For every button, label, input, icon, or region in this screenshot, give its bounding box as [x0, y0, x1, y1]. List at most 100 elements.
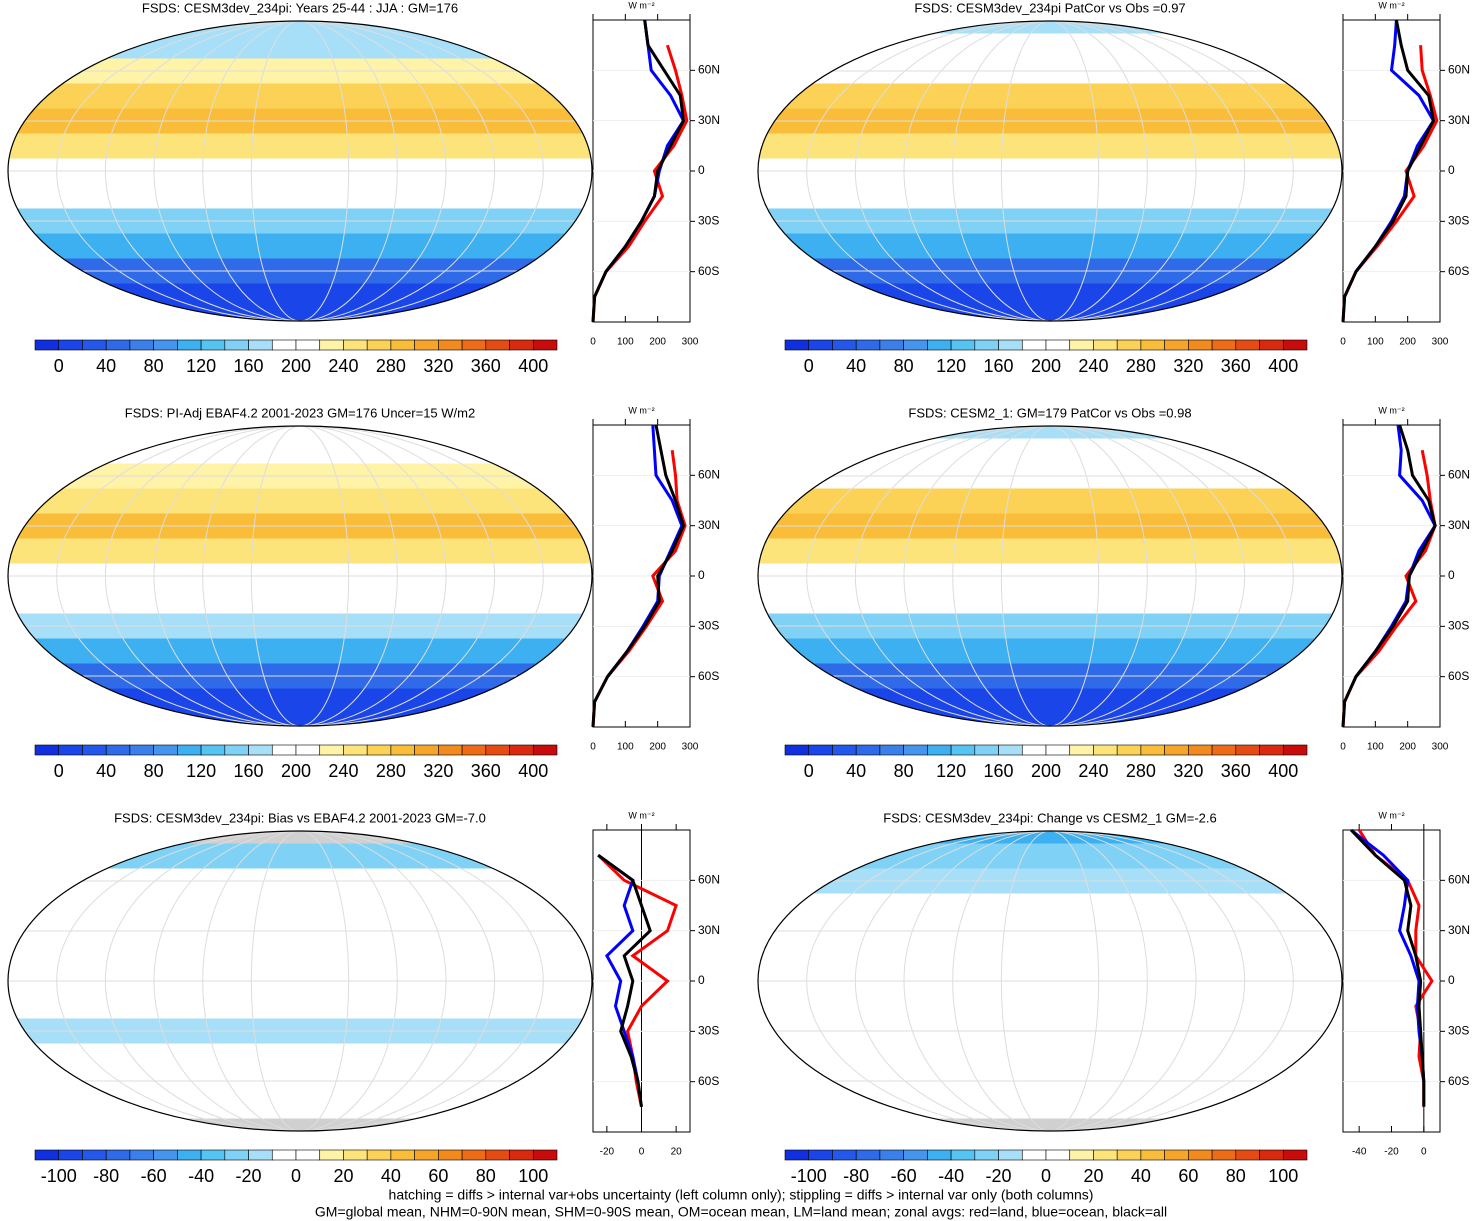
- panel-title: FSDS: CESM3dev_234pi: Change vs CESM2_1 …: [883, 810, 1216, 825]
- colorbar-label: 0: [291, 1166, 301, 1186]
- colorbar-box: [248, 744, 273, 756]
- zonal-line: [591, 424, 686, 728]
- y-tick-label: 60S: [698, 669, 719, 683]
- colorbar-box: [1045, 339, 1071, 351]
- colorbar-box: [1069, 1149, 1094, 1161]
- panel-title: FSDS: CESM3dev_234pi: Bias vs EBAF4.2 20…: [114, 810, 486, 825]
- colorbar-box: [58, 339, 83, 351]
- x-tick-label: 100: [1367, 337, 1384, 348]
- x-tick-label: 200: [1399, 337, 1416, 348]
- y-tick-label: 30N: [698, 923, 720, 937]
- graticule: [854, 21, 1246, 321]
- map-band: [758, 33, 1342, 59]
- y-tick-label: 0: [1448, 973, 1455, 987]
- colorbar-box: [532, 339, 558, 351]
- colorbar-label: 320: [423, 356, 453, 376]
- colorbar-label: 280: [1126, 356, 1156, 376]
- colorbar-label: 320: [1173, 356, 1203, 376]
- colorbar-box: [1021, 339, 1047, 351]
- y-tick-label: 30S: [698, 214, 719, 228]
- colorbar-box: [485, 744, 510, 756]
- map-band: [8, 993, 592, 1019]
- colorbar-box: [974, 744, 999, 756]
- colorbar-box: [153, 339, 178, 351]
- map-band: [758, 283, 1342, 309]
- map-band: [758, 638, 1342, 664]
- panel-title: FSDS: CESM3dev_234pi PatCor vs Obs =0.97: [914, 0, 1185, 15]
- colorbar-box: [903, 339, 928, 351]
- y-tick-label: 0: [1448, 163, 1455, 177]
- colorbar-box: [1235, 744, 1260, 756]
- colorbar-box: [224, 744, 249, 756]
- colorbar-box: [438, 744, 463, 756]
- map-band: [758, 1043, 1342, 1069]
- colorbar-box: [879, 744, 904, 756]
- graticule: [854, 831, 1246, 1131]
- colorbar-box: [998, 339, 1023, 351]
- colorbar-label: -80: [93, 1166, 119, 1186]
- zonal-line: [591, 44, 689, 323]
- map-band: [8, 588, 592, 614]
- colorbar-box: [998, 744, 1023, 756]
- colorbar-box: [1021, 1149, 1047, 1161]
- y-tick-label: 30S: [698, 1024, 719, 1038]
- map-band: [8, 283, 592, 309]
- colorbar-box: [1211, 339, 1237, 351]
- colorbar-box: [1282, 339, 1308, 351]
- colorbar-label: 100: [1268, 1166, 1298, 1186]
- colorbar-box: [784, 744, 810, 756]
- colorbar-label: 280: [376, 356, 406, 376]
- x-tick-label: 100: [1367, 742, 1384, 753]
- zonal-units: W m⁻²: [1378, 0, 1404, 10]
- colorbar-label: 80: [144, 356, 164, 376]
- map-band: [8, 688, 592, 714]
- colorbar-label: 80: [1226, 1166, 1246, 1186]
- panel-title: FSDS: CESM3dev_234pi: Years 25-44 : JJA …: [142, 0, 458, 15]
- x-tick-label: 0: [639, 1147, 645, 1158]
- colorbar-box: [200, 339, 226, 351]
- colorbar-box: [1235, 1149, 1260, 1161]
- x-tick-label: 100: [617, 742, 634, 753]
- zonal-line: [1341, 19, 1436, 323]
- colorbar-box: [177, 744, 202, 756]
- colorbar-box: [1045, 1149, 1071, 1161]
- colorbar-label: 400: [518, 356, 548, 376]
- zonal-line: [1350, 828, 1426, 1082]
- x-tick-label: 200: [649, 337, 666, 348]
- colorbar-box: [34, 339, 60, 351]
- map-band: [8, 843, 592, 869]
- map-band: [758, 943, 1342, 969]
- y-tick-label: 60N: [698, 873, 720, 887]
- map-outline: [757, 425, 1343, 727]
- graticule: [56, 831, 544, 1131]
- map-band: [8, 83, 592, 109]
- colorbar-box: [1069, 744, 1094, 756]
- map-band: [758, 438, 1342, 464]
- colorbar-box: [950, 744, 976, 756]
- graticule: [56, 21, 544, 321]
- colorbar-box: [1164, 339, 1189, 351]
- y-tick-label: 0: [698, 973, 705, 987]
- colorbar-box: [784, 339, 810, 351]
- map-outline: [7, 20, 593, 322]
- colorbar-box: [1116, 744, 1142, 756]
- colorbar-box: [438, 339, 463, 351]
- x-tick-label: 300: [682, 337, 699, 348]
- map-band: [758, 843, 1342, 869]
- colorbar-label: 240: [1078, 356, 1108, 376]
- panel: FSDS: CESM3dev_234pi: Change vs CESM2_1 …: [757, 810, 1470, 1186]
- y-tick-label: 0: [1448, 568, 1455, 582]
- colorbar-box: [1259, 744, 1284, 756]
- colorbar-label: 80: [894, 356, 914, 376]
- map-band: [8, 133, 592, 159]
- x-tick-label: 0: [590, 337, 596, 348]
- y-tick-label: 60N: [1448, 63, 1470, 77]
- colorbar-label: 400: [518, 761, 548, 781]
- map-band: [8, 438, 592, 464]
- zonal-line: [1350, 828, 1426, 1107]
- graticule: [806, 21, 1294, 321]
- colorbar-label: 200: [1031, 761, 1061, 781]
- y-tick-label: 30N: [1448, 113, 1470, 127]
- y-tick-label: 30S: [1448, 1024, 1469, 1038]
